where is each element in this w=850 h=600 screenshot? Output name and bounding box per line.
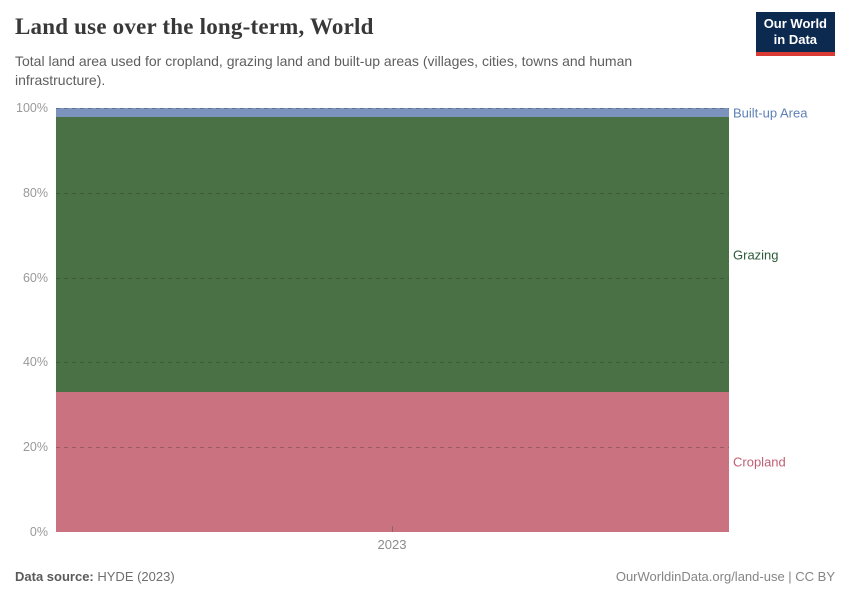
owid-logo[interactable]: Our World in Data <box>755 12 835 56</box>
owid-logo-line2: in Data <box>773 32 818 48</box>
credit-link[interactable]: OurWorldinData.org/land-use | CC BY <box>615 569 835 584</box>
legend-label-cropland[interactable]: Cropland <box>733 454 786 470</box>
y-tick-label-20pct: 20% <box>22 440 48 455</box>
owid-logo-line1: Our World <box>763 16 827 31</box>
x-axis-tick <box>392 526 393 532</box>
chart-title: Land use over the long-term, World <box>15 14 374 39</box>
data-source-label: Data source: <box>15 569 94 584</box>
y-tick-label-40pct: 40% <box>22 355 48 370</box>
y-tick-label-0pct: 0% <box>29 525 48 539</box>
y-axis: 0% 20% 40% 60% 80% 100% <box>0 101 48 539</box>
x-axis-label: 2023 <box>377 537 407 552</box>
series-legend: Built-up Area Grazing Cropland <box>733 105 850 532</box>
legend-label-grazing[interactable]: Grazing <box>733 247 779 263</box>
area-band-grazing[interactable] <box>56 117 729 393</box>
area-band-cropland[interactable] <box>56 392 729 532</box>
y-tick-label-80pct: 80% <box>22 185 48 200</box>
area-band-built-up-area[interactable] <box>56 108 729 118</box>
data-source-value: HYDE (2023) <box>97 569 175 584</box>
legend-label-built-up-area[interactable]: Built-up Area <box>733 105 808 121</box>
data-source-note: Data source: HYDE (2023) <box>15 569 175 584</box>
y-tick-label-100pct: 100% <box>16 101 48 115</box>
footer: Data source: HYDE (2023) OurWorldinData.… <box>15 569 835 584</box>
chart-subtitle: Total land area used for cropland, grazi… <box>15 53 633 88</box>
plot-area <box>56 108 729 532</box>
y-tick-label-60pct: 60% <box>22 270 48 285</box>
